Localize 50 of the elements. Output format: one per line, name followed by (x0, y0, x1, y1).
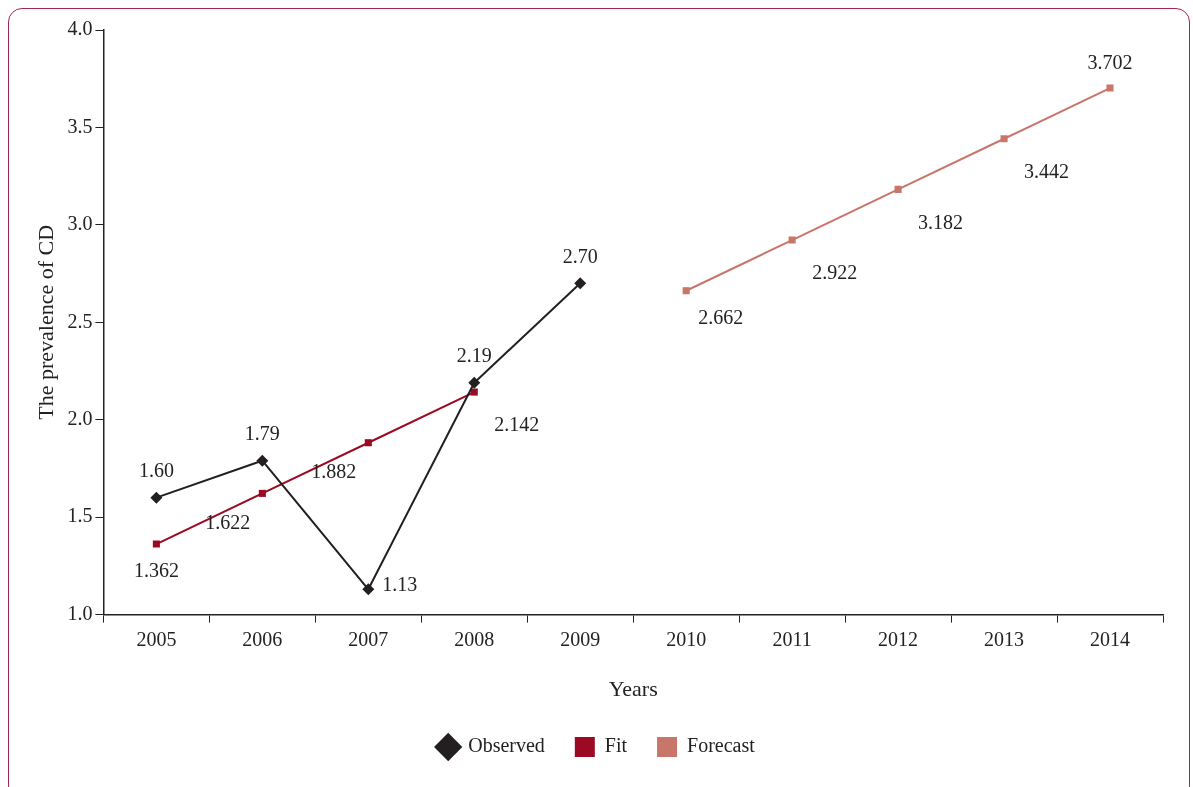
data-label: 1.79 (244, 421, 280, 444)
y-tick-label: 3.0 (67, 212, 93, 235)
data-label: 1.882 (311, 459, 357, 482)
point (788, 236, 796, 244)
y-tick-label: 1.5 (67, 504, 93, 527)
data-label: 3.442 (1024, 159, 1070, 182)
legend-label: Forecast (687, 734, 756, 757)
x-tick-label: 2008 (454, 627, 495, 650)
data-label: 2.19 (456, 343, 492, 366)
point (152, 540, 160, 548)
data-label: 2.922 (812, 261, 858, 284)
point (364, 439, 372, 447)
data-label: 2.70 (562, 244, 598, 267)
point (682, 287, 690, 295)
data-label: 1.60 (138, 458, 174, 481)
data-label: 2.142 (494, 413, 540, 436)
point (1106, 84, 1114, 92)
point (258, 489, 266, 497)
legend-label: Fit (604, 734, 628, 757)
point (574, 277, 587, 290)
x-tick-label: 2014 (1090, 627, 1131, 650)
y-tick-label: 3.5 (67, 114, 93, 137)
data-label: 1.362 (133, 559, 179, 582)
y-tick-label: 4.0 (67, 17, 93, 40)
data-label: 3.182 (918, 210, 964, 233)
x-tick-label: 2006 (242, 627, 283, 650)
y-tick-label: 1.0 (67, 601, 93, 624)
point (470, 388, 478, 396)
point (894, 185, 902, 193)
y-axis-title: The prevalence of CD (32, 224, 58, 420)
data-label: 2.662 (698, 305, 744, 328)
legend-label: Observed (468, 734, 545, 757)
data-label: 1.622 (205, 510, 251, 533)
x-tick-label: 2007 (348, 627, 389, 650)
y-tick-label: 2.0 (67, 406, 93, 429)
x-tick-label: 2012 (878, 627, 919, 650)
x-tick-label: 2011 (772, 627, 812, 650)
point (256, 454, 269, 467)
data-label: 3.702 (1087, 51, 1133, 74)
x-axis-title: Years (608, 675, 658, 701)
point (362, 583, 375, 596)
y-tick-label: 2.5 (67, 309, 93, 332)
point (468, 376, 481, 389)
x-tick-label: 2005 (136, 627, 177, 650)
point (150, 491, 163, 504)
data-label: 1.13 (382, 572, 418, 595)
point (1000, 135, 1008, 143)
x-tick-label: 2013 (984, 627, 1025, 650)
x-tick-label: 2009 (560, 627, 601, 650)
x-tick-label: 2010 (666, 627, 707, 650)
